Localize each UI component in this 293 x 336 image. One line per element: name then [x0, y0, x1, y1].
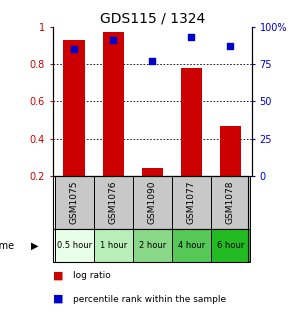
Bar: [172, 229, 211, 262]
Bar: [55, 176, 94, 229]
Point: [150, 58, 155, 64]
Bar: [211, 176, 250, 229]
Bar: [142, 168, 163, 176]
Title: GDS115 / 1324: GDS115 / 1324: [100, 12, 205, 26]
Bar: [211, 229, 250, 262]
Bar: [94, 229, 133, 262]
Bar: [133, 176, 172, 229]
Bar: [133, 229, 172, 262]
Text: ▶: ▶: [31, 241, 39, 251]
Bar: [55, 229, 94, 262]
Text: ■: ■: [53, 270, 63, 281]
Point: [189, 35, 194, 40]
Bar: [94, 176, 133, 229]
Text: 2 hour: 2 hour: [139, 241, 166, 250]
Bar: [103, 33, 124, 176]
Text: GSM1077: GSM1077: [187, 181, 196, 224]
Bar: [181, 68, 202, 176]
Text: 1 hour: 1 hour: [100, 241, 127, 250]
Text: ■: ■: [53, 294, 63, 304]
Bar: [220, 126, 241, 176]
Text: GSM1090: GSM1090: [148, 181, 157, 224]
Text: 4 hour: 4 hour: [178, 241, 205, 250]
Text: log ratio: log ratio: [73, 271, 111, 280]
Text: GSM1076: GSM1076: [109, 181, 118, 224]
Text: 0.5 hour: 0.5 hour: [57, 241, 92, 250]
Bar: [172, 176, 211, 229]
Text: GSM1078: GSM1078: [226, 181, 235, 224]
Point: [228, 44, 233, 49]
Text: time: time: [0, 241, 15, 251]
Text: GSM1075: GSM1075: [70, 181, 79, 224]
Point: [72, 47, 76, 52]
Text: percentile rank within the sample: percentile rank within the sample: [73, 295, 226, 303]
Bar: [64, 40, 85, 176]
Point: [111, 38, 116, 43]
Text: 6 hour: 6 hour: [217, 241, 244, 250]
